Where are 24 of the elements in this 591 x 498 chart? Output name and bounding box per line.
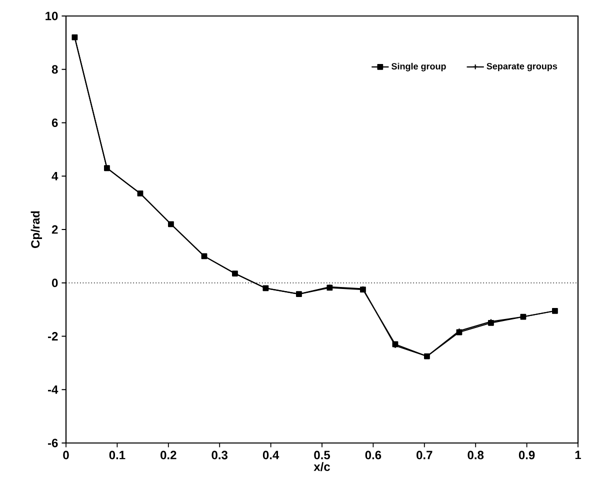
x-tick-label: 0.5 [314, 450, 330, 460]
y-tick-label: -2 [48, 332, 58, 340]
y-tick-label: 10 [46, 12, 58, 20]
x-tick-label: 0.8 [468, 450, 484, 460]
y-tick-label: 4 [52, 172, 58, 180]
x-tick-label: 0.4 [262, 450, 280, 460]
y-tick-label: 8 [52, 65, 58, 74]
y-tick-label: 6 [52, 118, 58, 127]
x-tick-label: 0.1 [109, 450, 126, 460]
x-tick-label: 0.9 [518, 450, 535, 460]
legend-label: Single group [392, 62, 446, 72]
x-tick-label: 1 [575, 450, 582, 460]
y-tick-label: -6 [48, 438, 58, 448]
y-axis-title: Cp/rad [30, 211, 42, 248]
x-tick-label: 0.2 [160, 450, 176, 460]
y-tick-label: 2 [52, 225, 58, 234]
legend-label: Separate groups [486, 63, 558, 72]
x-axis-title: x/c [314, 462, 330, 472]
x-tick-label: 0.6 [365, 450, 382, 460]
x-tick-label: 0.3 [212, 450, 228, 460]
y-tick-label: -4 [48, 386, 58, 394]
x-tick-label: 0 [63, 450, 69, 460]
y-tick-label: 0 [52, 278, 58, 288]
x-tick-label: 0.7 [416, 450, 432, 460]
